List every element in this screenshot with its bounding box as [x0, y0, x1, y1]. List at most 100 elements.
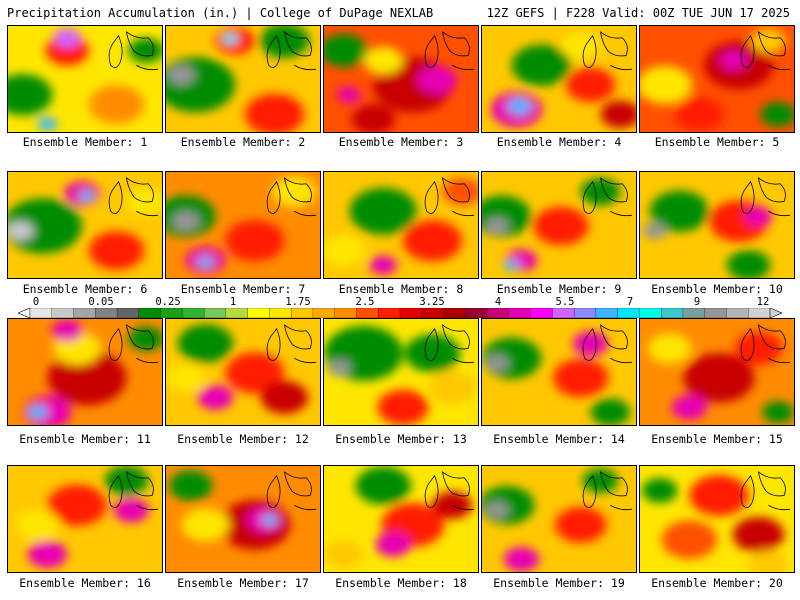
ensemble-member-label: Ensemble Member: 1 [22, 135, 148, 149]
precip-region [113, 497, 150, 523]
colorbar-swatch [182, 308, 205, 318]
ensemble-member-label: Ensemble Member: 17 [177, 576, 309, 590]
precip-region [260, 381, 309, 415]
great-lakes-outline [424, 176, 475, 217]
colorbar-swatch [399, 308, 423, 318]
precip-region [15, 509, 60, 541]
precip-region [51, 319, 84, 342]
precip-region [37, 117, 58, 132]
precip-region [417, 66, 458, 94]
precip-region [533, 206, 589, 246]
precip-region [177, 324, 234, 363]
precip-region [432, 491, 473, 519]
precip-region [171, 211, 200, 231]
precip-region [748, 550, 789, 572]
precip-region [336, 86, 361, 103]
colorbar-swatch [508, 308, 532, 318]
precip-region [760, 101, 794, 127]
colorbar-swatch [291, 308, 314, 318]
precip-region [377, 389, 429, 425]
precip-region [272, 176, 317, 207]
great-lakes-outline [740, 323, 791, 364]
precip-region [565, 67, 616, 103]
precip-region [647, 333, 692, 364]
precip-region [363, 46, 403, 75]
precip-region [750, 28, 787, 54]
great-lakes-outline [582, 323, 633, 364]
great-lakes-outline [582, 30, 633, 71]
precip-region [503, 546, 540, 572]
colorbar-swatch [465, 308, 488, 318]
precip-region [507, 98, 532, 115]
colorbar-swatch [639, 308, 662, 318]
colorbar-swatch [552, 308, 575, 318]
ensemble-member-label: Ensemble Member: 10 [651, 282, 783, 296]
precip-region [375, 532, 411, 557]
precip-region [511, 44, 571, 86]
colorbar-swatch [95, 308, 118, 318]
colorbar-swatch [486, 308, 510, 318]
ensemble-member-map [165, 318, 321, 426]
colorbar-swatch [726, 308, 749, 318]
colorbar-swatch [138, 308, 162, 318]
precip-region [27, 405, 48, 420]
precip-region [661, 520, 717, 559]
precip-region [404, 334, 461, 373]
colorbar-swatch [51, 308, 74, 318]
colorbar-low-arrow [18, 308, 31, 318]
colorbar-swatch [704, 308, 727, 318]
ensemble-member-label: Ensemble Member: 19 [493, 576, 625, 590]
colorbar-tick-label: 9 [693, 296, 701, 308]
great-lakes-outline [108, 176, 159, 217]
colorbar-tick-label: 4 [494, 296, 502, 308]
ensemble-member-map [481, 465, 637, 573]
precip-region [324, 34, 368, 68]
precip-region [326, 359, 351, 377]
precip-region [719, 50, 748, 70]
ensemble-member-map [481, 318, 637, 426]
colorbar-swatch [443, 308, 466, 318]
ensemble-member-map [165, 171, 321, 279]
ensemble-member-map [639, 318, 795, 426]
colorbar-swatch [378, 308, 401, 318]
precip-region [104, 466, 149, 496]
precip-region [671, 394, 708, 420]
ensemble-member-label: Ensemble Member: 6 [22, 282, 148, 296]
great-lakes-outline [740, 30, 791, 71]
colorbar-swatch [312, 308, 336, 318]
colorbar-swatch [203, 308, 227, 318]
great-lakes-outline [582, 176, 633, 217]
precip-region [582, 468, 619, 494]
great-lakes-outline [108, 323, 159, 364]
precip-region [222, 33, 239, 45]
ensemble-member-map [323, 465, 479, 573]
colorbar-swatch [661, 308, 684, 318]
precip-region [128, 38, 162, 63]
great-lakes-outline [266, 323, 317, 364]
ensemble-member-map [323, 171, 479, 279]
map-title: Precipitation Accumulation (in.) | Colle… [7, 6, 434, 20]
colorbar-swatch [748, 308, 771, 318]
colorbar-tick-label: 1 [229, 296, 237, 308]
colorbar-swatch [160, 308, 183, 318]
precip-region [197, 256, 214, 268]
ensemble-member-map [639, 25, 795, 133]
precip-region [732, 516, 785, 553]
precip-region [503, 259, 520, 271]
great-lakes-outline [108, 30, 159, 71]
colorbar-swatch [225, 308, 249, 318]
great-lakes-outline [266, 470, 317, 511]
ensemble-member-label: Ensemble Member: 9 [496, 282, 622, 296]
precip-region [8, 74, 53, 116]
precip-region [181, 508, 230, 542]
precip-region [640, 65, 693, 105]
colorbar-tick-label: 0.25 [155, 296, 181, 308]
precip-region [197, 385, 234, 410]
precip-region [590, 398, 631, 425]
precip-region [88, 85, 145, 124]
precip-region [560, 31, 601, 60]
colorbar-swatch [247, 308, 270, 318]
ensemble-member-label: Ensemble Member: 5 [654, 135, 780, 149]
precip-region [27, 540, 68, 569]
precip-region [8, 221, 34, 241]
